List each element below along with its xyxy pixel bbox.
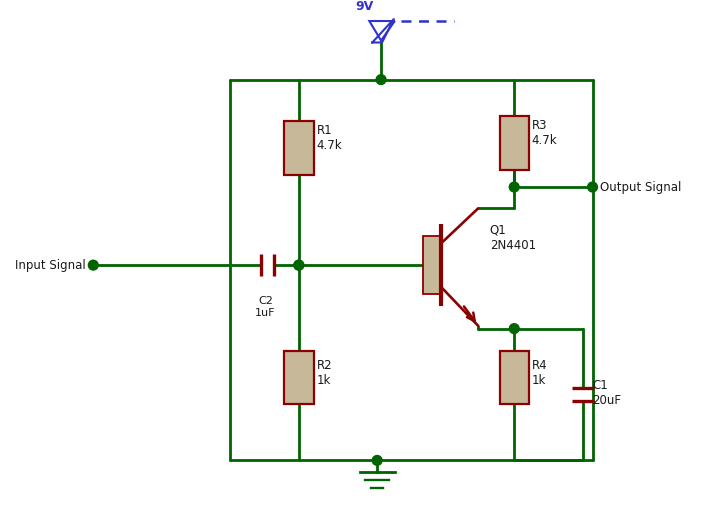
Text: 9V: 9V: [356, 0, 374, 13]
Text: C1
20uF: C1 20uF: [593, 378, 621, 406]
Text: R1
4.7k: R1 4.7k: [317, 124, 342, 152]
Text: C2
1uF: C2 1uF: [256, 296, 275, 318]
Bar: [284, 350, 314, 404]
Circle shape: [294, 260, 304, 270]
Bar: [500, 116, 529, 170]
Bar: [284, 121, 314, 175]
Text: R3
4.7k: R3 4.7k: [532, 119, 557, 147]
Text: R2
1k: R2 1k: [317, 359, 332, 387]
Bar: [423, 236, 441, 294]
Bar: [500, 350, 529, 404]
Circle shape: [88, 260, 98, 270]
Text: R4
1k: R4 1k: [532, 359, 547, 387]
Circle shape: [509, 324, 519, 334]
Circle shape: [372, 456, 382, 466]
Circle shape: [376, 75, 386, 85]
Circle shape: [294, 260, 304, 270]
Text: Input Signal: Input Signal: [15, 258, 85, 271]
Text: Q1
2N4401: Q1 2N4401: [490, 224, 536, 252]
Text: Output Signal: Output Signal: [601, 181, 682, 194]
Circle shape: [588, 182, 597, 192]
Circle shape: [509, 182, 519, 192]
